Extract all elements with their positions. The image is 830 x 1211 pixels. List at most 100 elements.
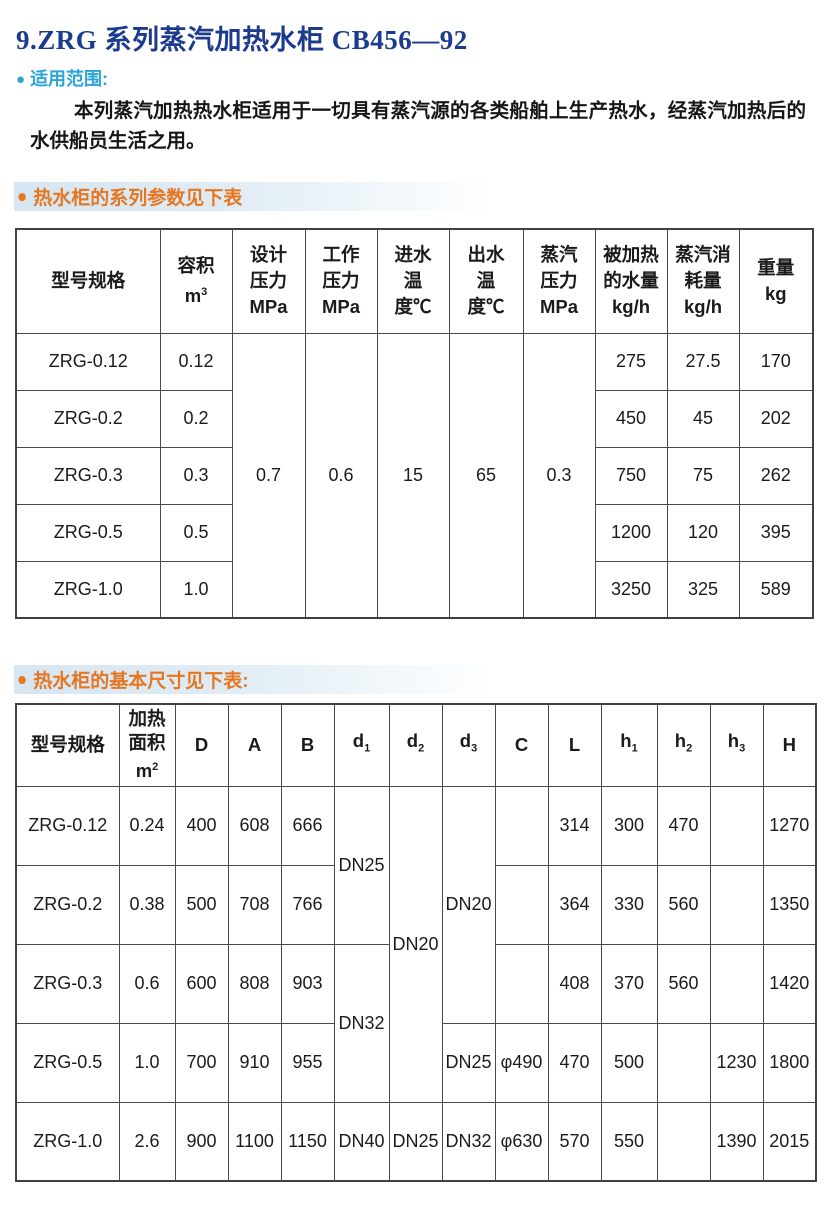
t2-cell-h2 <box>656 1022 711 1103</box>
page-title: 9.ZRG 系列蒸汽加热水柜 CB456—92 <box>16 25 468 55</box>
table-row: ZRG-0.3 0.6 600 808 903 DN32 408 370 560… <box>15 943 817 1103</box>
t2-cell-A: 608 <box>227 785 282 866</box>
t2-cell-h3: 1230 <box>709 1022 764 1103</box>
t2-cell-L: 570 <box>547 1101 602 1182</box>
t2-cell-h3: 1390 <box>709 1101 764 1182</box>
t1-cell-model: ZRG-0.3 <box>15 446 161 505</box>
t2-cell-H: 1350 <box>762 864 817 945</box>
t2-cell-C <box>494 943 549 1024</box>
t2-cell-H: 1800 <box>762 1022 817 1103</box>
t2-cell-B: 1150 <box>280 1101 335 1182</box>
t2-cell-L: 314 <box>547 785 602 866</box>
section-heading-params: ● 热水柜的系列参数见下表 <box>14 182 816 211</box>
table-row: ZRG-0.12 0.24 400 608 666 DN25 DN20 DN20… <box>15 785 817 1103</box>
t1-cell-model: ZRG-1.0 <box>15 560 161 619</box>
t2-cell-C: φ630 <box>494 1101 549 1182</box>
t2-cell-B: 766 <box>280 864 335 945</box>
t2-header-D: D <box>174 703 229 787</box>
t1-cell-heated: 3250 <box>594 560 668 619</box>
t1-cell-consume: 45 <box>666 389 740 448</box>
t2-header-h2: h2 <box>656 703 711 787</box>
params-table: 型号规格 容积 m3 设计 压力 MPa 工作 压力 MPa 进水 温 <box>15 228 814 619</box>
t2-cell-d3: DN25 <box>441 1022 496 1103</box>
t1-header-weight: 重量 kg <box>738 228 814 334</box>
t2-cell-B: 955 <box>280 1022 335 1103</box>
table-row: ZRG-1.0 2.6 900 1100 1150 DN40 DN25 DN32… <box>15 1101 817 1182</box>
dims-table: 型号规格 加热 面积 m2 D A B d1 d2 d3 C L h1 h2 h… <box>15 703 817 1182</box>
bullet-icon: ● <box>17 186 28 207</box>
scope-section-label: ● 适用范围: <box>16 68 816 90</box>
scope-paragraph: 本列蒸汽加热热水柜适用于一切具有蒸汽源的各类船舶上生产热水，经蒸汽加热后的水供船… <box>30 100 806 152</box>
t2-header-A: A <box>227 703 282 787</box>
t2-cell-D: 900 <box>174 1101 229 1182</box>
t1-cell-consume: 27.5 <box>666 332 740 391</box>
t2-cell-d1-merged: DN32 <box>333 943 390 1103</box>
t1-cell-volume: 1.0 <box>159 560 233 619</box>
t2-header-d2: d2 <box>388 703 443 787</box>
table-row: ZRG-0.3 0.3 750 75 262 <box>15 446 814 505</box>
t2-cell-H: 2015 <box>762 1101 817 1182</box>
t1-cell-heated: 750 <box>594 446 668 505</box>
t2-header-heating-area: 加热 面积 m2 <box>118 703 176 787</box>
t1-header-steam-pressure: 蒸汽 压力 MPa <box>522 228 596 334</box>
t1-cell-model: ZRG-0.2 <box>15 389 161 448</box>
t2-cell-B: 666 <box>280 785 335 866</box>
t1-cell-design-pressure-shared: 0.7 <box>231 332 306 619</box>
t1-cell-weight: 262 <box>738 446 814 505</box>
t1-header-design-pressure: 设计 压力 MPa <box>231 228 306 334</box>
t2-cell-h1: 500 <box>600 1022 658 1103</box>
section-heading-dims-label: 热水柜的基本尺寸见下表: <box>33 671 249 692</box>
t2-cell-h2: 560 <box>656 864 711 945</box>
t2-header-d1: d1 <box>333 703 390 787</box>
t2-header-model: 型号规格 <box>15 703 120 787</box>
t1-cell-volume: 0.2 <box>159 389 233 448</box>
t1-cell-outlet-temp-shared: 65 <box>448 332 524 619</box>
t2-cell-D: 500 <box>174 864 229 945</box>
t2-cell-d3-merged: DN20 <box>441 785 496 1024</box>
t2-header-L: L <box>547 703 602 787</box>
t2-cell-C: φ490 <box>494 1022 549 1103</box>
t1-cell-volume: 0.3 <box>159 446 233 505</box>
t2-cell-d3: DN32 <box>441 1101 496 1182</box>
t2-cell-h1: 330 <box>600 864 658 945</box>
table-row: ZRG-0.5 1.0 700 910 955 DN25 φ490 470 50… <box>15 1022 817 1103</box>
t2-cell-d2-merged: DN20 <box>388 785 443 1103</box>
t1-header-heated-water: 被加热 的水量 kg/h <box>594 228 668 334</box>
t1-cell-heated: 450 <box>594 389 668 448</box>
t2-header-B: B <box>280 703 335 787</box>
t2-cell-area: 0.6 <box>118 943 176 1024</box>
t2-cell-H: 1270 <box>762 785 817 866</box>
t2-header-d3: d3 <box>441 703 496 787</box>
t1-cell-heated: 1200 <box>594 503 668 562</box>
bullet-icon: ● <box>16 70 26 88</box>
t2-cell-area: 0.38 <box>118 864 176 945</box>
t2-cell-model: ZRG-0.3 <box>15 943 120 1024</box>
t2-header-h3: h3 <box>709 703 764 787</box>
t2-cell-L: 470 <box>547 1022 602 1103</box>
t1-cell-volume: 0.12 <box>159 332 233 391</box>
table-row: ZRG-0.12 0.12 0.7 0.6 15 65 0.3 275 27.5… <box>15 332 814 619</box>
t2-cell-model: ZRG-0.12 <box>15 785 120 866</box>
t1-cell-model: ZRG-0.12 <box>15 332 161 391</box>
t1-cell-weight: 589 <box>738 560 814 619</box>
t2-cell-C <box>494 785 549 866</box>
t2-cell-model: ZRG-1.0 <box>15 1101 120 1182</box>
t2-header-h1: h1 <box>600 703 658 787</box>
t2-cell-A: 1100 <box>227 1101 282 1182</box>
t2-cell-h3 <box>709 864 764 945</box>
table-header-row: 型号规格 容积 m3 设计 压力 MPa 工作 压力 MPa 进水 温 <box>15 228 814 334</box>
t2-cell-d2: DN25 <box>388 1101 443 1182</box>
t2-cell-B: 903 <box>280 943 335 1024</box>
t1-cell-steam-pressure-shared: 0.3 <box>522 332 596 619</box>
t2-cell-A: 808 <box>227 943 282 1024</box>
t2-cell-model: ZRG-0.5 <box>15 1022 120 1103</box>
t2-cell-D: 600 <box>174 943 229 1024</box>
t2-cell-L: 408 <box>547 943 602 1024</box>
t1-header-model: 型号规格 <box>15 228 161 334</box>
t1-cell-working-pressure-shared: 0.6 <box>304 332 378 619</box>
t2-cell-h1: 370 <box>600 943 658 1024</box>
t2-header-C: C <box>494 703 549 787</box>
section-heading-params-label: 热水柜的系列参数见下表 <box>33 188 243 209</box>
t2-cell-area: 2.6 <box>118 1101 176 1182</box>
t1-cell-consume: 120 <box>666 503 740 562</box>
